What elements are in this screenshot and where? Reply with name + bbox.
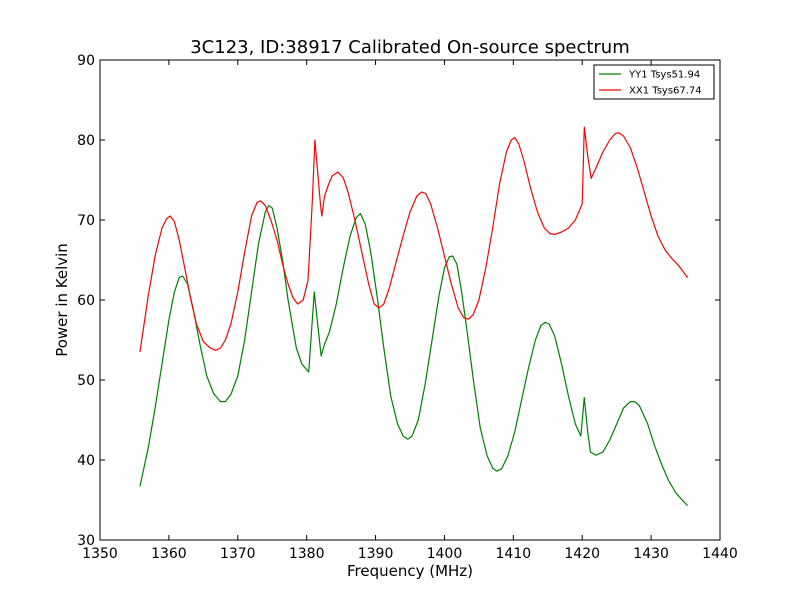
y-tick-label: 40 (77, 453, 95, 469)
y-tick-label: 90 (77, 53, 95, 69)
legend-label-xx1: XX1 Tsys67.74 (629, 86, 702, 97)
x-tick-label: 1400 (427, 546, 463, 562)
y-tick-label: 80 (77, 133, 95, 149)
x-tick-label: 1350 (82, 546, 118, 562)
legend-box (593, 64, 715, 100)
y-tick-label: 70 (77, 213, 95, 229)
series-line-yy1 (139, 205, 689, 507)
plot-frame (99, 59, 721, 541)
series-line-xx1 (139, 126, 689, 353)
legend: YY1 Tsys51.94 XX1 Tsys67.74 (593, 64, 715, 100)
y-tick-label: 50 (77, 373, 95, 389)
x-tick-label: 1360 (151, 546, 187, 562)
x-tick-label: 1420 (564, 546, 600, 562)
x-axis-ticks: 1350 1360 1370 1380 1390 1400 1410 1420 1430 1440 (82, 60, 738, 562)
x-tick-label: 1390 (358, 546, 394, 562)
y-axis-title: Power in Kelvin (53, 243, 71, 357)
y-tick-label: 30 (77, 533, 95, 549)
x-tick-label: 1440 (702, 546, 738, 562)
y-tick-label: 60 (77, 293, 95, 309)
chart-title: 3C123, ID:38917 Calibrated On-source spe… (190, 37, 630, 58)
y-axis-ticks: 30 40 50 60 70 80 90 (77, 53, 720, 549)
x-axis-title: Frequency (MHz) (347, 562, 473, 580)
x-tick-label: 1430 (633, 546, 669, 562)
x-tick-label: 1410 (496, 546, 532, 562)
series-layer (139, 126, 689, 507)
x-tick-label: 1370 (220, 546, 256, 562)
legend-label-yy1: YY1 Tsys51.94 (628, 70, 700, 81)
x-tick-label: 1380 (289, 546, 325, 562)
